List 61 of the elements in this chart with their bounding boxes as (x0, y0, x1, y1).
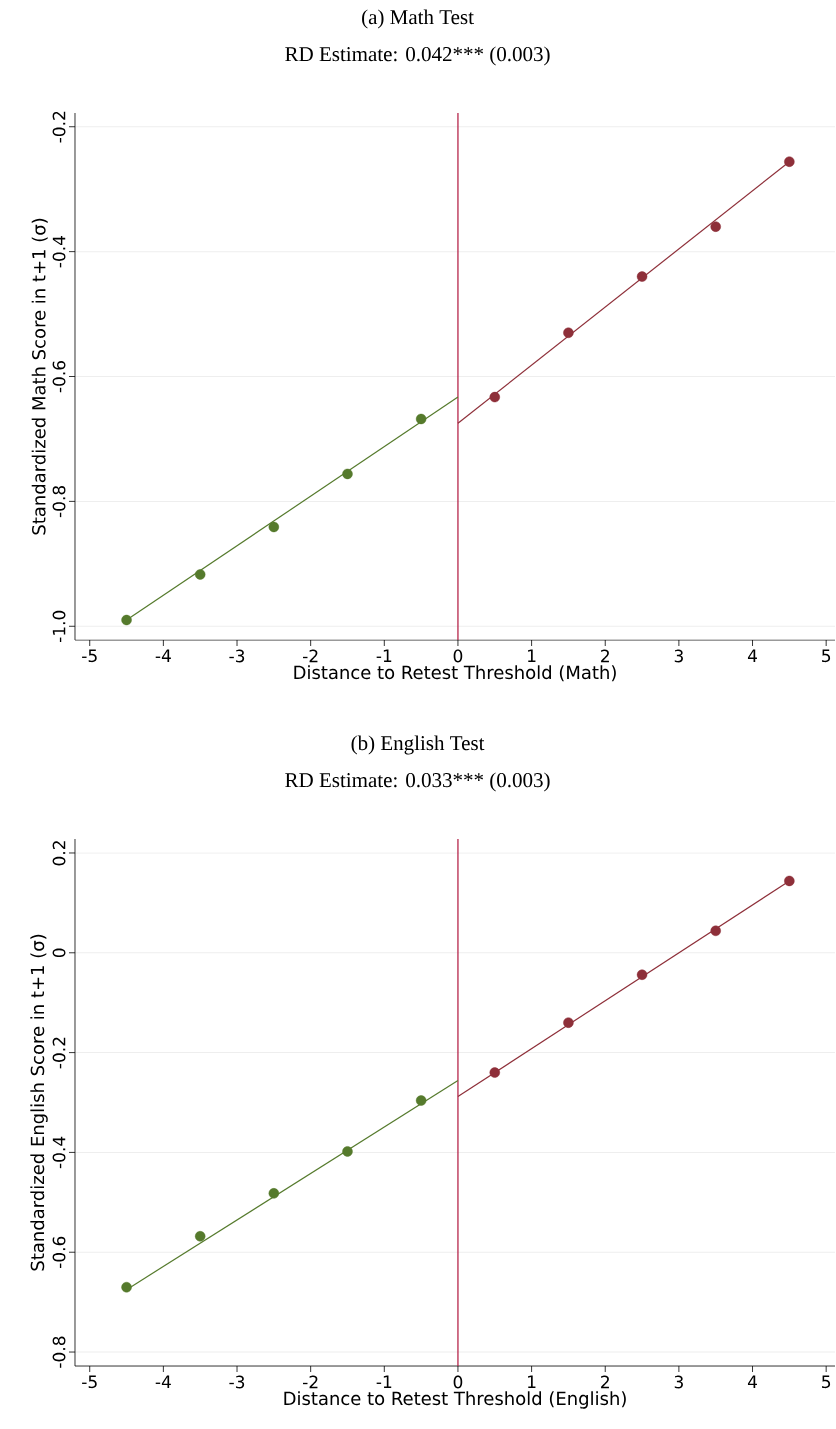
y-tick-label: -0.8 (52, 485, 66, 518)
x-tick-label: -4 (155, 1375, 172, 1388)
x-tick-label: 3 (675, 1375, 684, 1389)
point (416, 413, 427, 425)
x-tick-label: -2 (303, 1375, 318, 1389)
x-tick-label: 5 (822, 1375, 831, 1389)
x-tick-label: 0 (453, 1375, 463, 1389)
x-tick-label: 2 (601, 1375, 610, 1389)
point (563, 327, 574, 338)
y-tick-label: 0.2 (52, 841, 66, 866)
chart-subtitle: RD Estimate: 0.042*** (0.003) (285, 46, 550, 66)
x-tick-label: -1 (376, 1375, 392, 1388)
point (416, 1095, 427, 1106)
point (563, 1017, 574, 1028)
point (489, 391, 501, 403)
chart-subtitle: RD Estimate: 0.033*** (0.003) (285, 772, 550, 792)
x-tick-label: 0 (453, 649, 463, 663)
x-tick-label: -4 (155, 649, 172, 662)
point (637, 271, 648, 282)
x-tick-label: 1 (528, 649, 536, 662)
point (710, 925, 722, 937)
x-tick-label: -3 (229, 1375, 245, 1389)
point (784, 156, 795, 167)
y-tick-label: -1.0 (52, 610, 66, 643)
point (637, 969, 648, 980)
x-tick-label: -5 (82, 649, 97, 663)
point (342, 468, 353, 480)
y-tick-label: -0.6 (52, 1236, 66, 1268)
y-tick-label: -0.2 (52, 111, 66, 143)
point (195, 1231, 206, 1242)
x-tick-label: -1 (376, 649, 392, 662)
point (121, 1281, 132, 1293)
y-axis-title: Standardized English Score in t+1 (σ) (30, 934, 48, 1271)
x-tick-label: -3 (229, 649, 245, 663)
x-tick-label: 4 (748, 649, 758, 662)
point (489, 1067, 501, 1078)
x-tick-label: -2 (303, 649, 318, 663)
x-tick-label: 1 (528, 1375, 536, 1388)
x-tick-label: 4 (748, 1375, 758, 1388)
point (195, 569, 206, 580)
x-tick-label: 5 (822, 649, 831, 663)
y-tick-label: -0.4 (52, 235, 66, 268)
x-tick-label: 2 (601, 649, 610, 663)
point (121, 614, 132, 626)
chart-title: (b) English Test (351, 735, 485, 755)
y-tick-label: -0.2 (52, 1037, 66, 1069)
point (342, 1146, 353, 1157)
y-tick-label: -0.6 (52, 361, 66, 393)
chart-title: (a) Math Test (362, 9, 475, 29)
y-tick-label: -0.4 (52, 1136, 66, 1169)
y-axis-title: Standardized Math Score in t+1 (σ) (31, 218, 48, 535)
y-tick-label: -0.8 (52, 1336, 66, 1368)
x-axis-title: Distance to Retest Threshold (Math) (294, 665, 617, 682)
x-axis-title: Distance to Retest Threshold (English) (284, 1391, 627, 1409)
point (710, 221, 722, 232)
point (268, 1188, 280, 1199)
point (268, 521, 280, 533)
y-tick-label: 0 (52, 948, 66, 958)
point (784, 875, 795, 887)
x-tick-label: -5 (82, 1375, 97, 1389)
x-tick-label: 3 (675, 649, 684, 663)
